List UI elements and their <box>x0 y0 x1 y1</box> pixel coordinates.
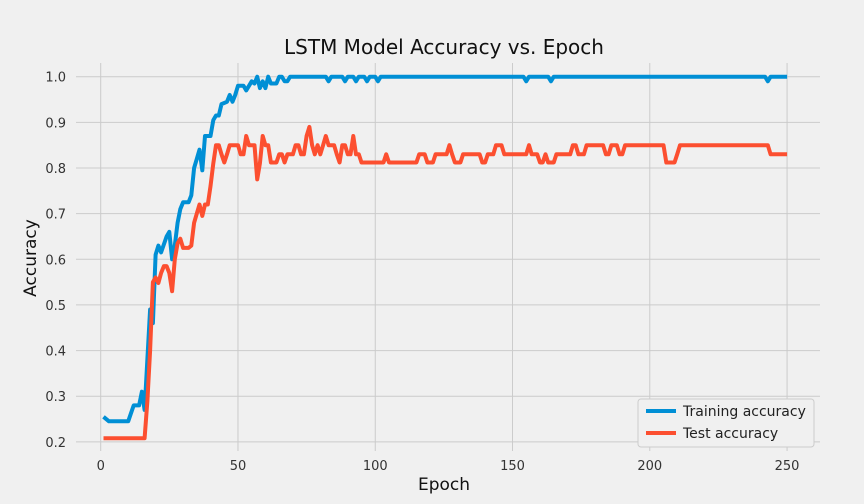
y-tick-label: 0.9 <box>45 116 66 131</box>
legend: Training accuracy Test accuracy <box>637 398 815 448</box>
legend-label-test: Test accuracy <box>682 426 778 442</box>
grid <box>76 63 820 451</box>
y-tick-label: 0.5 <box>45 299 66 314</box>
x-tick-label: 100 <box>363 459 388 474</box>
x-axis-label: Epoch <box>418 475 470 495</box>
y-tick-label: 0.4 <box>45 345 66 360</box>
x-tick-label: 200 <box>637 459 662 474</box>
y-tick-label: 0.7 <box>45 208 66 223</box>
series-line-test <box>103 124 788 441</box>
y-tick-label: 0.8 <box>45 162 66 177</box>
legend-box <box>637 398 815 448</box>
series-line-training <box>102 74 788 424</box>
x-tick-label: 250 <box>775 459 800 474</box>
y-axis-label: Accuracy <box>21 219 41 297</box>
legend-label-training: Training accuracy <box>682 404 806 420</box>
y-tick-label: 0.6 <box>45 253 66 268</box>
x-tick-label: 0 <box>97 459 105 474</box>
y-tick-label: 0.3 <box>45 390 66 405</box>
y-tick-label: 0.2 <box>45 436 66 451</box>
x-tick-label: 150 <box>500 459 525 474</box>
chart-title: LSTM Model Accuracy vs. Epoch <box>284 35 604 59</box>
series-lines <box>102 74 788 441</box>
tick-labels: 0.2 0.3 0.4 0.5 0.6 0.7 0.8 0.9 1.0 0 50 100 150 200 2… <box>45 71 799 474</box>
x-tick-label: 50 <box>230 459 247 474</box>
y-tick-label: 1.0 <box>45 71 66 86</box>
